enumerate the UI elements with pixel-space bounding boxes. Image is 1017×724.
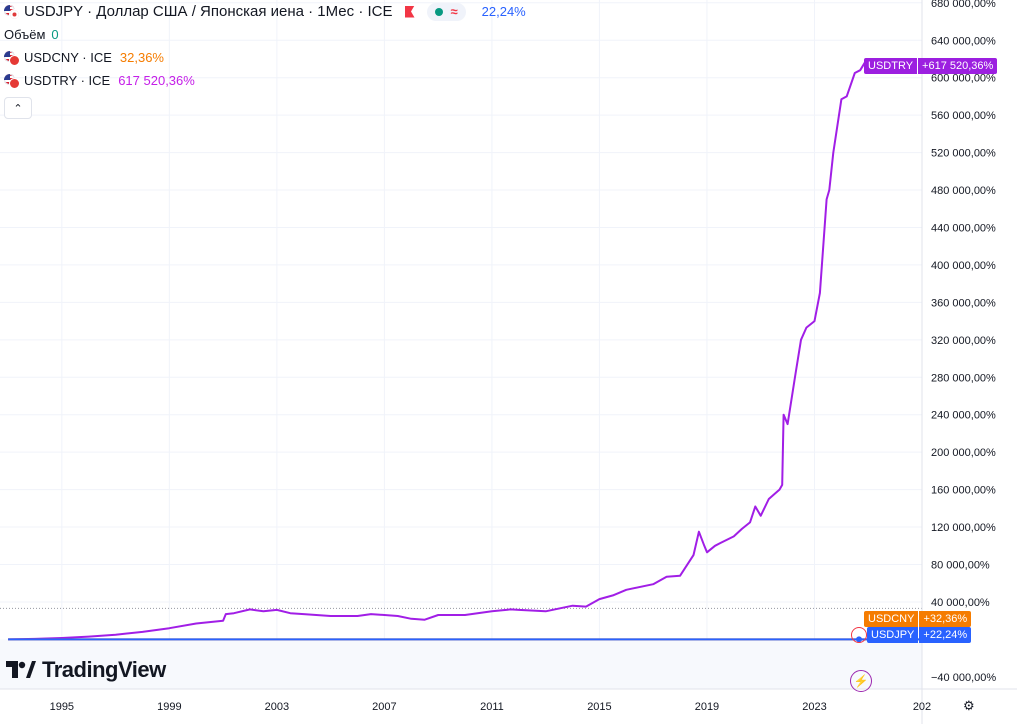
compare-row-usdcny[interactable]: USDCNY · ICE 32,36% [4,46,526,69]
main-change: 22,24% [481,4,526,19]
y-tick-label: 600 000,00% [931,73,996,85]
tag-usdtry: USDTRY +617 520,36% [864,58,998,74]
tradingview-logo-icon [6,661,36,678]
lightning-icon[interactable]: ⚡ [850,670,872,692]
x-tick-label: 1999 [157,701,181,713]
tag-usdcny-value: +32,36% [919,611,972,627]
y-tick-label: 280 000,00% [931,372,996,384]
y-tick-label: 680 000,00% [931,0,996,10]
series-layer [8,60,922,643]
tradingview-logo[interactable]: TradingView [6,657,166,683]
tag-usdtry-name: USDTRY [864,58,918,74]
compare-row-usdtry[interactable]: USDTRY · ICE 617 520,36% [4,69,526,92]
last-point-ring-icon [851,627,867,643]
y-tick-label: 560 000,00% [931,110,996,122]
y-tick-label: 80 000,00% [931,559,990,571]
us-tr-flag-icon [4,73,20,89]
status-pill[interactable]: ≈ [426,2,466,21]
collapse-legend-button[interactable]: ⌃ [4,97,32,119]
y-tick-label: 440 000,00% [931,222,996,234]
y-tick-label: 40 000,00% [931,597,990,609]
series-line-usdtry [8,60,867,641]
compare-label: USDCNY · ICE [24,50,112,65]
tag-usdcny: USDCNY +32,36% [864,611,972,627]
grid [0,0,923,689]
legend: USDJPY · Доллар США / Японская иена · 1М… [4,0,526,92]
tag-usdjpy: USDJPY +22,24% [867,627,972,643]
x-tick-label: 2003 [265,701,289,713]
x-tick-label: 2015 [587,701,611,713]
market-status-dot-icon [434,7,443,16]
chevron-up-icon: ⌃ [13,102,23,115]
symbol-title[interactable]: USDJPY · Доллар США / Японская иена · 1М… [24,3,393,20]
approx-icon: ≈ [450,4,458,19]
brand-name: TradingView [42,657,166,682]
compare-label: USDTRY · ICE [24,73,111,88]
tag-usdjpy-value: +22,24% [919,627,972,643]
y-tick-label: 120 000,00% [931,522,996,534]
y-tick-label: 520 000,00% [931,148,996,160]
tag-usdtry-value: +617 520,36% [918,58,998,74]
volume-value: 0 [51,27,59,42]
volume-label: Объём [4,27,46,42]
us-cn-flag-icon [4,50,20,66]
y-tick-label: 360 000,00% [931,297,996,309]
tag-usdjpy-name: USDJPY [867,627,919,643]
x-tick-label: 2007 [372,701,396,713]
y-tick-label: 640 000,00% [931,35,996,47]
x-tick-label: 1995 [50,701,74,713]
y-tick-label: 400 000,00% [931,260,996,272]
main-legend-row[interactable]: USDJPY · Доллар США / Японская иена · 1М… [4,0,526,23]
y-tick-label: 240 000,00% [931,410,996,422]
y-tick-label: 320 000,00% [931,335,996,347]
compare-value: 617 520,36% [118,73,195,88]
y-tick-label: −40 000,00% [931,672,996,684]
volume-row[interactable]: Объём 0 [4,23,526,46]
x-tick-label: 202 [913,701,931,713]
gear-icon[interactable]: ⚙ [963,698,975,713]
x-tick-label: 2023 [802,701,826,713]
x-tick-label: 2019 [695,701,719,713]
compare-value: 32,36% [119,50,164,65]
tag-usdcny-name: USDCNY [864,611,919,627]
y-axis: 680 000,00% 640 000,00% 600 000,00% 560 000… [921,0,996,724]
y-tick-label: 160 000,00% [931,485,996,497]
x-tick-label: 2011 [480,701,504,713]
y-tick-label: 480 000,00% [931,185,996,197]
flag-icon[interactable] [404,5,415,18]
x-axis: 1995 1999 2003 2007 2011 2015 2019 2023 202 [0,688,1017,713]
below-zero-area [0,639,922,689]
us-jp-flag-icon [4,4,20,20]
y-tick-label: 200 000,00% [931,447,996,459]
